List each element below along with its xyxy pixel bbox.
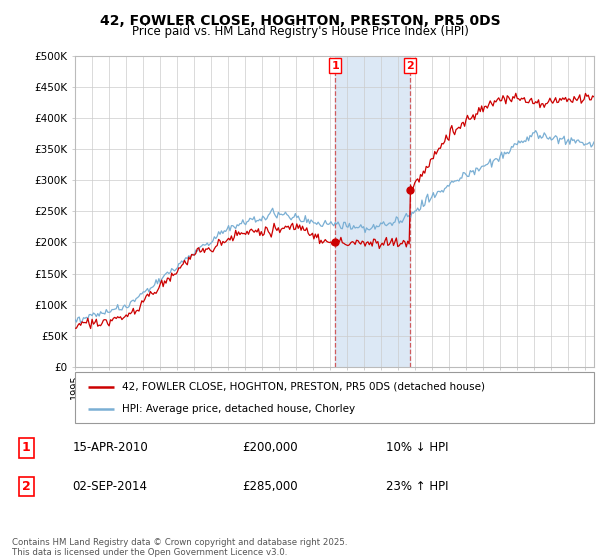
Text: Contains HM Land Registry data © Crown copyright and database right 2025.
This d: Contains HM Land Registry data © Crown c… <box>12 538 347 557</box>
Bar <box>335 56 410 367</box>
Text: £285,000: £285,000 <box>242 480 298 493</box>
Text: 42, FOWLER CLOSE, HOGHTON, PRESTON, PR5 0DS: 42, FOWLER CLOSE, HOGHTON, PRESTON, PR5 … <box>100 14 500 28</box>
Text: 2: 2 <box>406 60 413 71</box>
Text: Price paid vs. HM Land Registry's House Price Index (HPI): Price paid vs. HM Land Registry's House … <box>131 25 469 38</box>
Text: HPI: Average price, detached house, Chorley: HPI: Average price, detached house, Chor… <box>122 404 355 414</box>
Text: 42, FOWLER CLOSE, HOGHTON, PRESTON, PR5 0DS (detached house): 42, FOWLER CLOSE, HOGHTON, PRESTON, PR5 … <box>122 381 485 391</box>
Text: 23% ↑ HPI: 23% ↑ HPI <box>386 480 449 493</box>
Text: 15-APR-2010: 15-APR-2010 <box>73 441 148 454</box>
Text: 10% ↓ HPI: 10% ↓ HPI <box>386 441 449 454</box>
Text: 2: 2 <box>22 480 31 493</box>
Text: 02-SEP-2014: 02-SEP-2014 <box>73 480 148 493</box>
Text: 1: 1 <box>331 60 339 71</box>
Text: 1: 1 <box>22 441 31 454</box>
Text: £200,000: £200,000 <box>242 441 298 454</box>
